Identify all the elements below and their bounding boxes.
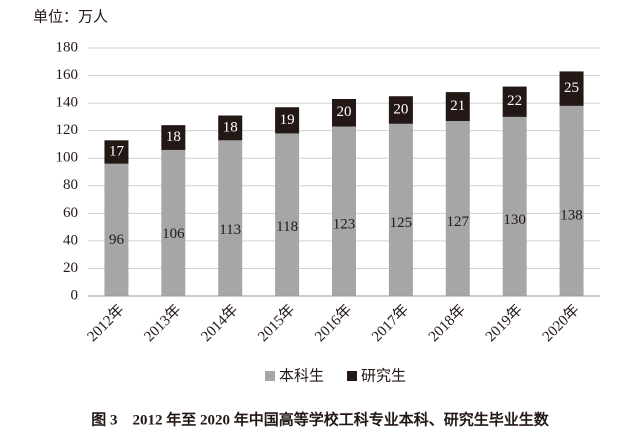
y-tick-label: 0 [71, 287, 79, 303]
legend-label: 本科生 [279, 367, 324, 384]
y-tick-label: 160 [56, 67, 79, 83]
value-label: 21 [450, 98, 465, 114]
chart-title: 图 3 2012 年至 2020 年中国高等学校工科专业本科、研究生毕业生数 [91, 410, 550, 428]
bar-segment [502, 116, 527, 296]
y-axis-label: 单位：万人 [33, 8, 108, 25]
bar-segment [218, 115, 243, 141]
value-label: 123 [333, 216, 356, 232]
legend-swatch [347, 371, 357, 381]
value-label: 22 [507, 93, 522, 109]
y-tick-label: 180 [56, 39, 79, 55]
value-label: 18 [223, 119, 238, 135]
value-label: 19 [280, 112, 295, 128]
x-tick-label: 2013年 [141, 301, 185, 345]
x-tick-label: 2012年 [84, 301, 128, 345]
x-tick-label: 2017年 [368, 301, 412, 345]
value-label: 25 [564, 80, 579, 96]
y-tick-label: 40 [63, 232, 78, 248]
bar-segment [559, 71, 584, 106]
x-tick-label: 2019年 [482, 301, 526, 345]
x-tick-label: 2014年 [198, 301, 242, 345]
bar-segment [161, 149, 186, 296]
bar-segment [502, 86, 527, 117]
bar-segment [104, 140, 129, 164]
legend-label: 研究生 [361, 367, 406, 384]
bar-segment [104, 163, 129, 296]
value-label: 20 [337, 104, 352, 120]
y-tick-label: 20 [63, 260, 78, 276]
value-label: 106 [162, 226, 185, 242]
value-label: 17 [109, 143, 125, 159]
x-tick-label: 2018年 [425, 301, 469, 345]
bar-segment [332, 126, 356, 297]
value-label: 18 [166, 129, 181, 145]
bar-segment [388, 123, 413, 297]
bar-segment [559, 105, 584, 296]
y-tick-label: 80 [63, 177, 78, 193]
value-label: 138 [560, 208, 583, 224]
bar-segment [161, 125, 186, 150]
value-label: 96 [109, 232, 125, 248]
bar-segment [445, 121, 470, 297]
y-tick-label: 140 [56, 95, 79, 111]
legend-swatch [265, 371, 275, 381]
value-label: 127 [447, 214, 470, 230]
x-tick-label: 2016年 [311, 301, 355, 345]
y-tick-label: 120 [56, 122, 79, 138]
value-label: 125 [390, 215, 413, 231]
value-label: 20 [393, 101, 408, 117]
y-tick-label: 60 [63, 205, 78, 221]
x-tick-label: 2015年 [255, 301, 299, 345]
y-tick-label: 100 [56, 150, 79, 166]
bar-segment [388, 96, 413, 124]
value-label: 113 [219, 222, 241, 238]
bar-segment [332, 98, 356, 127]
value-label: 118 [276, 219, 298, 235]
x-tick-label: 2020年 [539, 301, 583, 345]
value-label: 130 [503, 212, 526, 228]
bar-segment [275, 107, 300, 134]
bar-segment [218, 140, 243, 296]
bar-segment [275, 133, 300, 296]
bar-segment [445, 92, 470, 122]
